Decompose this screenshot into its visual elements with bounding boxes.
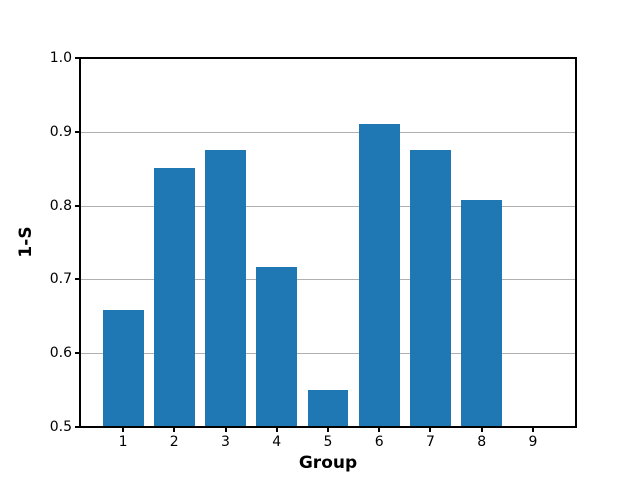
x-tick-label-9: 9 (528, 434, 538, 450)
y-tick-label-0.7: 0.7 (49, 271, 72, 288)
bar-group-6 (358, 124, 400, 427)
gridline-y-0.6 (80, 353, 576, 355)
x-tick-mark-6 (378, 427, 381, 432)
x-tick-label-1: 1 (118, 434, 128, 450)
y-tick-mark-1.0 (75, 57, 80, 59)
gridline-y-0.8 (80, 205, 576, 207)
bar-group-8 (461, 199, 503, 427)
bar-group-1 (102, 310, 144, 427)
x-tick-label-8: 8 (477, 434, 487, 450)
x-tick-label-7: 7 (426, 434, 435, 450)
y-tick-mark-0.8 (75, 204, 80, 207)
bar-group-3 (205, 150, 246, 427)
x-tick-mark-3 (224, 427, 227, 432)
x-axis-label: Group (298, 453, 358, 473)
x-tick-mark-8 (480, 427, 483, 432)
x-tick-mark-4 (275, 427, 278, 432)
x-tick-label-5: 5 (323, 434, 333, 450)
y-tick-mark-0.7 (75, 278, 80, 281)
x-tick-mark-1 (122, 427, 125, 432)
y-tick-label-0.9: 0.9 (49, 123, 72, 140)
bar-group-2 (153, 167, 195, 427)
bar-group-4 (256, 266, 298, 427)
y-tick-label-0.8: 0.8 (49, 197, 72, 214)
x-tick-mark-7 (429, 427, 432, 432)
x-tick-label-6: 6 (374, 434, 384, 450)
bar-group-7 (409, 150, 451, 427)
x-tick-label-2: 2 (169, 434, 179, 450)
y-tick-mark-0.9 (75, 130, 80, 133)
x-tick-label-4: 4 (272, 434, 282, 450)
x-tick-mark-9 (531, 427, 534, 432)
gridline-y-0.9 (80, 131, 576, 133)
gridline-y-0.7 (80, 279, 576, 281)
x-tick-label-3: 3 (221, 434, 230, 450)
bar-group-5 (307, 390, 349, 427)
y-tick-label-0.5: 0.5 (49, 419, 72, 435)
y-tick-label-1.0: 1.0 (49, 50, 72, 66)
x-tick-mark-2 (173, 427, 176, 432)
y-tick-mark-0.6 (75, 352, 80, 355)
y-axis-label: 1-S (16, 226, 36, 258)
plot-area (79, 57, 577, 428)
y-tick-mark-0.5 (75, 426, 80, 428)
y-tick-label-0.6: 0.6 (49, 345, 72, 362)
x-tick-mark-5 (327, 427, 329, 432)
